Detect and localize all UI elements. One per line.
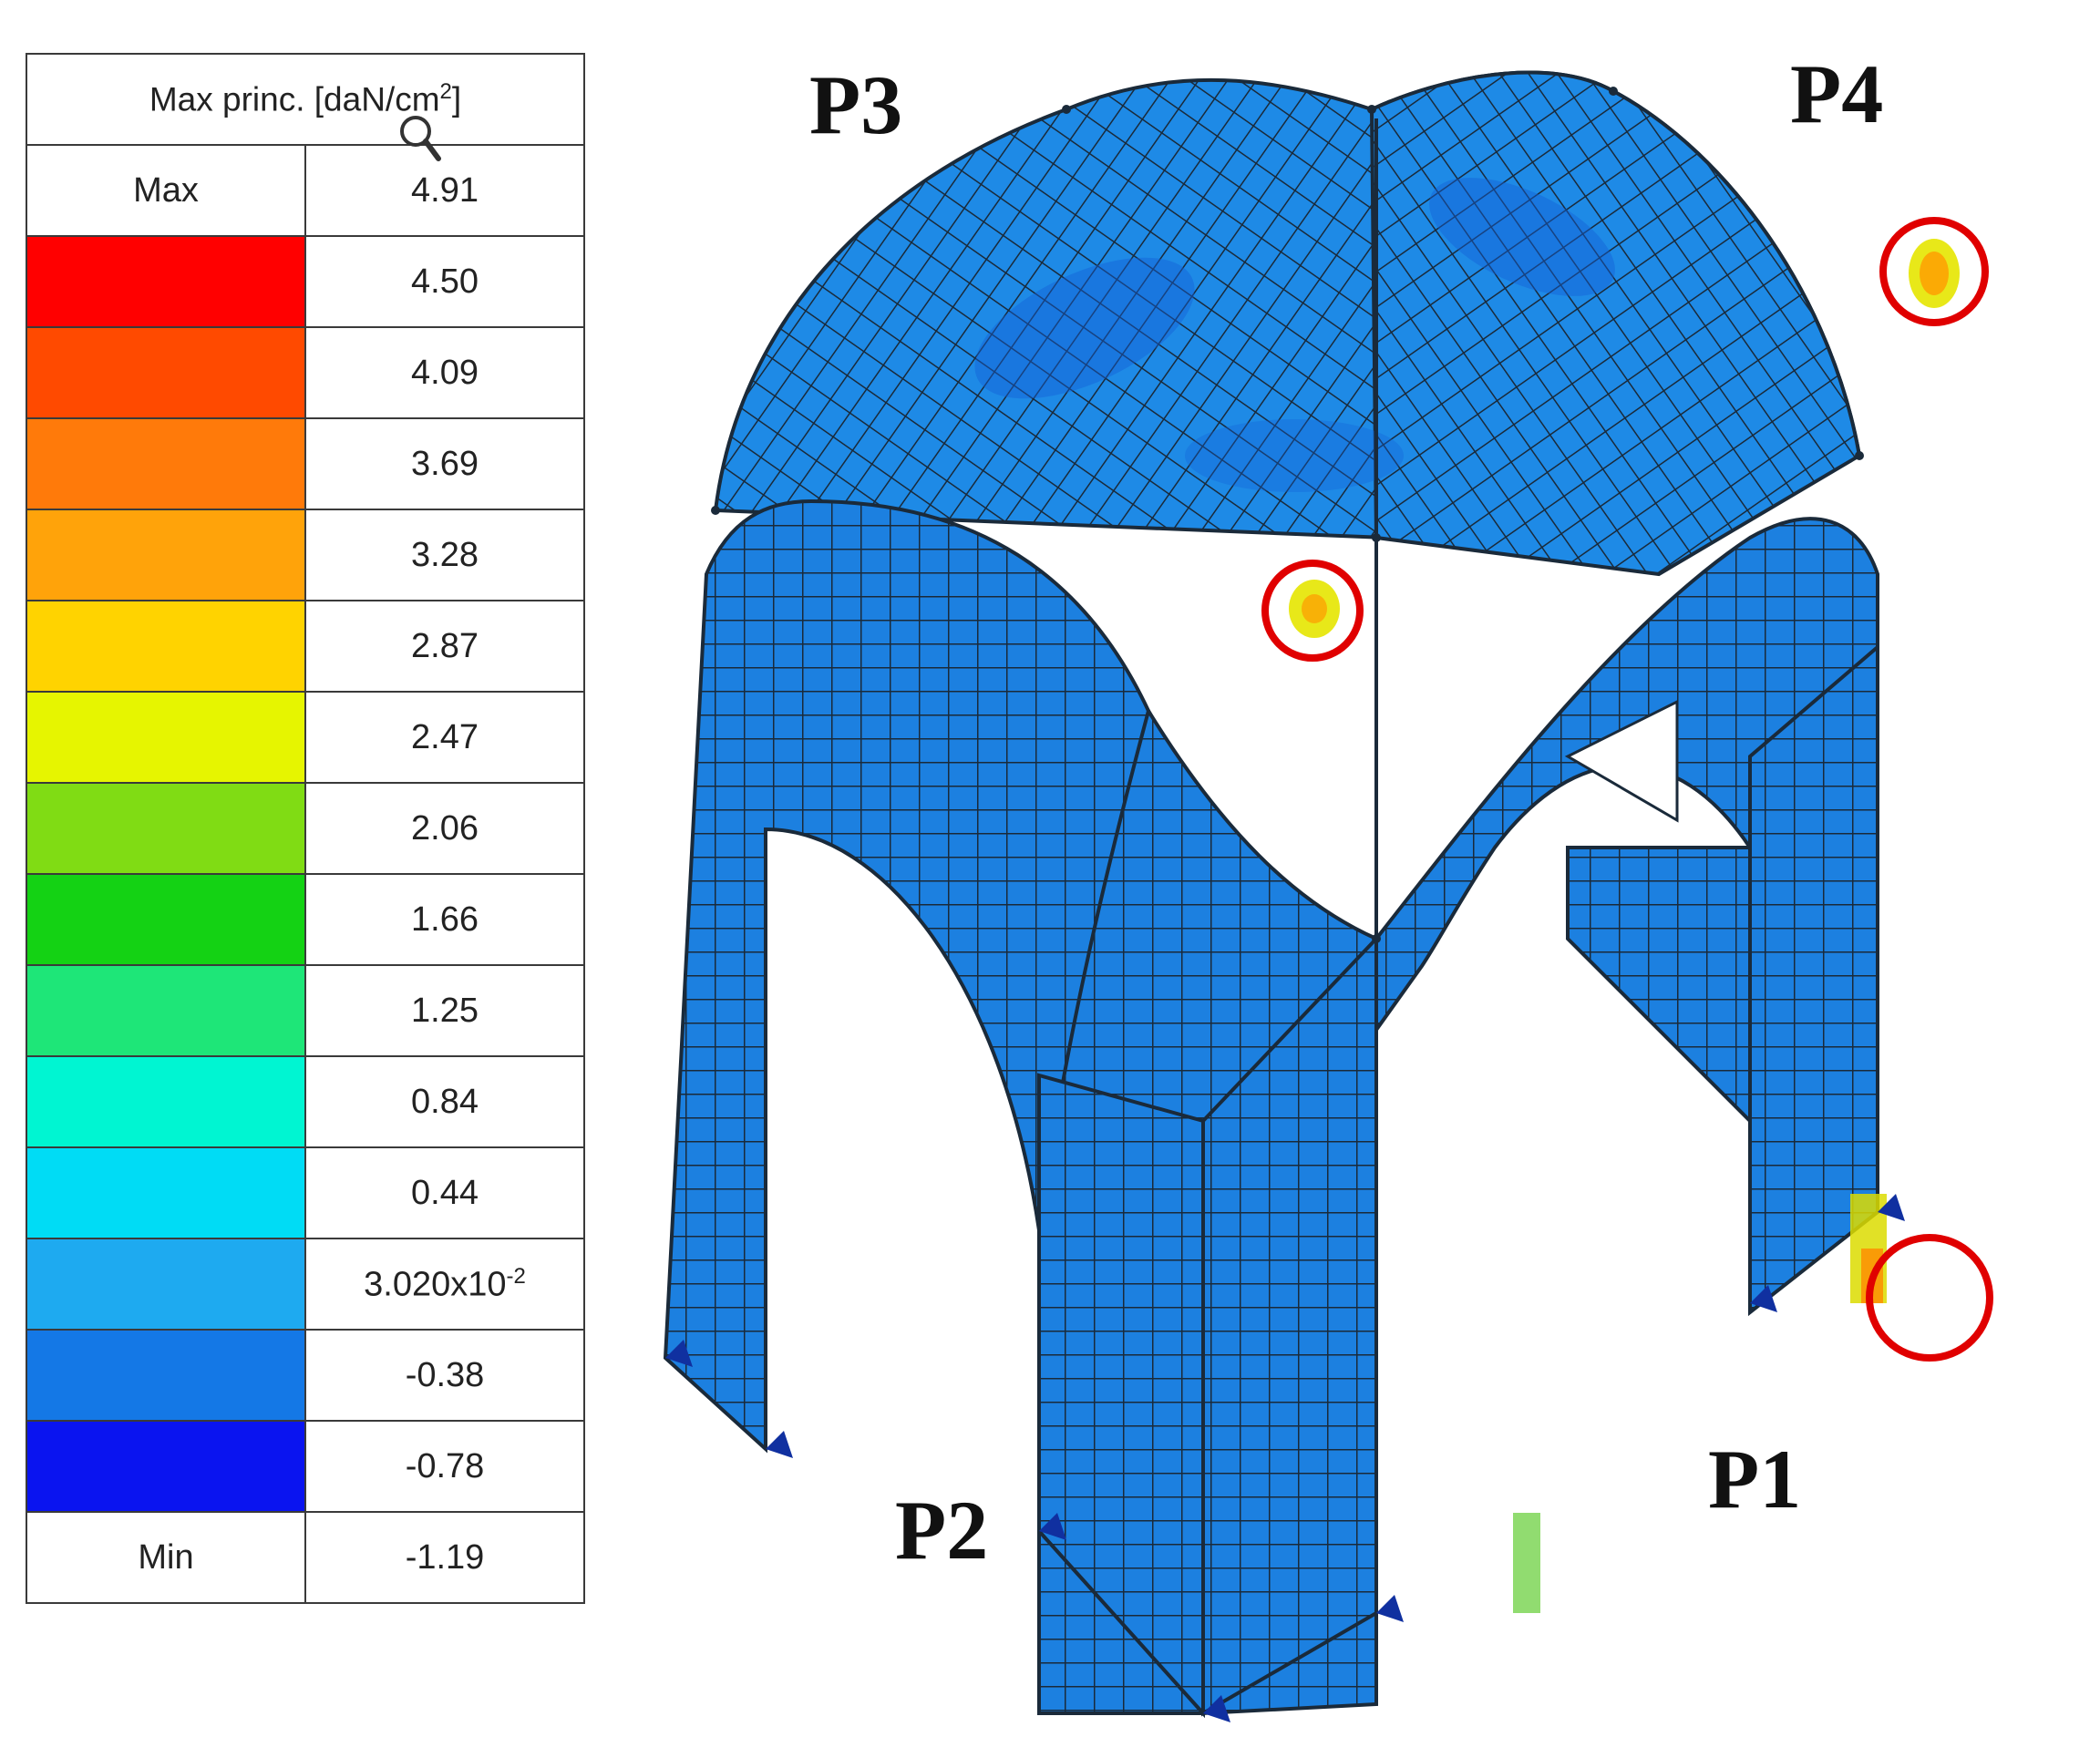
- legend-swatch: [26, 873, 306, 966]
- legend-band-value: 2.06: [304, 782, 585, 875]
- legend-swatch: [26, 509, 306, 601]
- vault-model-render: [663, 70, 1993, 1722]
- legend-band-value: 3.28: [304, 509, 585, 601]
- legend-band-value: 4.50: [304, 235, 585, 328]
- legend-swatch: [26, 1329, 306, 1422]
- legend-band-value: 1.66: [304, 873, 585, 966]
- legend-min-value: -1.19: [304, 1511, 585, 1604]
- label-p2: P2: [895, 1484, 989, 1577]
- window-opening: [1564, 699, 1679, 823]
- legend-swatch: [26, 1238, 306, 1331]
- legend-swatch: [26, 964, 306, 1057]
- legend-band-value: 2.47: [304, 691, 585, 784]
- legend-band-value: 2.87: [304, 600, 585, 693]
- zoom-icon[interactable]: [397, 113, 443, 164]
- vault-dome-right: [1369, 70, 1862, 577]
- legend-table: Max princ. [daN/cm2] Max 4.91 4.50 4.09 …: [26, 53, 585, 1604]
- legend-band-value: -0.38: [304, 1329, 585, 1422]
- label-p1: P1: [1708, 1433, 1802, 1526]
- highlight-circle: [1866, 1234, 1993, 1362]
- legend-swatch: [26, 326, 306, 419]
- legend-band-value: -0.78: [304, 1420, 585, 1513]
- legend-band-value: 3.020x10-2: [304, 1238, 585, 1331]
- legend-band-value: 3.69: [304, 417, 585, 510]
- legend-min-label: Min: [26, 1511, 306, 1604]
- legend-band-value: 0.84: [304, 1055, 585, 1148]
- legend-swatch: [26, 1055, 306, 1148]
- back-wall-right: [1566, 846, 1752, 1125]
- legend-title: Max princ. [daN/cm2]: [26, 53, 585, 146]
- legend-max-label: Max: [26, 144, 306, 237]
- legend-swatch: [26, 782, 306, 875]
- label-p4: P4: [1790, 47, 1884, 140]
- legend-swatch: [26, 235, 306, 328]
- legend-band-value: 4.09: [304, 326, 585, 419]
- legend-swatch: [26, 691, 306, 784]
- highlight-circle: [1261, 560, 1364, 662]
- legend-swatch: [26, 1146, 306, 1239]
- legend-max-value: 4.91: [304, 144, 585, 237]
- legend-band-value: 0.44: [304, 1146, 585, 1239]
- legend-swatch: [26, 600, 306, 693]
- label-p3: P3: [809, 58, 903, 151]
- legend-swatch: [26, 417, 306, 510]
- highlight-circle: [1879, 217, 1989, 326]
- legend-swatch: [26, 1420, 306, 1513]
- legend-band-value: 1.25: [304, 964, 585, 1057]
